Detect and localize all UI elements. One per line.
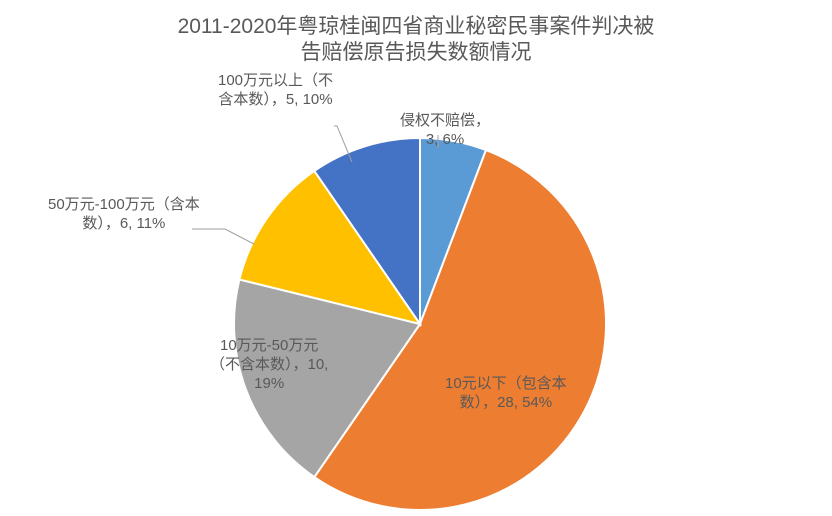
slice-label-0: 侵权不赔偿， 3, 6%: [400, 112, 490, 150]
pie-chart: [0, 0, 832, 516]
slice-label-2: 10万元-50万元 （不含本数），10, 19%: [210, 337, 328, 393]
slice-label-3: 50万元-100万元（含本 数），6, 11%: [48, 196, 200, 234]
slice-label-4: 100万元以上（不 含本数），5, 10%: [218, 72, 333, 110]
slice-label-1: 10元以下（包含本 数），28, 54%: [445, 375, 567, 413]
leader-line-3: [192, 229, 254, 244]
